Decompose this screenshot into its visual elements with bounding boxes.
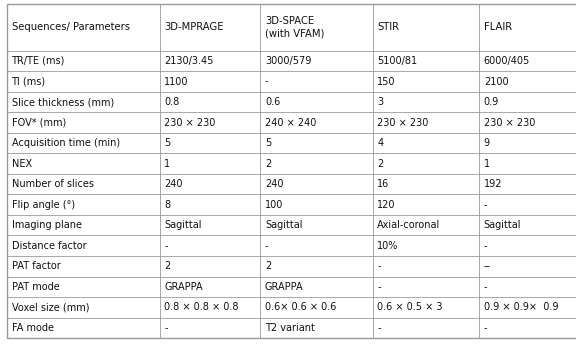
Text: GRAPPA: GRAPPA (265, 282, 304, 292)
Text: TR/TE (ms): TR/TE (ms) (12, 56, 65, 66)
Text: -: - (265, 77, 268, 87)
Text: -: - (164, 241, 168, 251)
Text: 120: 120 (377, 200, 396, 210)
Text: FLAIR: FLAIR (484, 22, 512, 32)
Text: Sagittal: Sagittal (164, 220, 202, 230)
Text: 0.6 × 0.5 × 3: 0.6 × 0.5 × 3 (377, 302, 443, 312)
Text: -: - (265, 241, 268, 251)
Text: 16: 16 (377, 179, 389, 189)
Text: -: - (484, 200, 487, 210)
Text: Number of slices: Number of slices (12, 179, 93, 189)
Text: 9: 9 (484, 138, 490, 148)
Text: -: - (164, 323, 168, 333)
Text: 3D-SPACE
(with VFAM): 3D-SPACE (with VFAM) (265, 16, 324, 39)
Text: 0.8: 0.8 (164, 97, 179, 107)
Text: 230 × 230: 230 × 230 (164, 118, 215, 128)
Text: 230 × 230: 230 × 230 (377, 118, 429, 128)
Text: 2130/3.45: 2130/3.45 (164, 56, 214, 66)
Text: -: - (484, 323, 487, 333)
Text: 6000/405: 6000/405 (484, 56, 530, 66)
Text: 5: 5 (265, 138, 271, 148)
Text: STIR: STIR (377, 22, 399, 32)
Text: 1: 1 (164, 159, 170, 169)
Text: 240: 240 (164, 179, 183, 189)
Text: 192: 192 (484, 179, 502, 189)
Text: -: - (377, 282, 381, 292)
Text: 3D-MPRAGE: 3D-MPRAGE (164, 22, 223, 32)
Text: 1100: 1100 (164, 77, 189, 87)
Text: 240 × 240: 240 × 240 (265, 118, 316, 128)
Text: 3000/579: 3000/579 (265, 56, 312, 66)
Text: 5: 5 (164, 138, 170, 148)
Text: PAT mode: PAT mode (12, 282, 59, 292)
Text: --: -- (484, 261, 491, 271)
Text: FOV* (mm): FOV* (mm) (12, 118, 66, 128)
Text: 2: 2 (265, 261, 271, 271)
Text: 2: 2 (265, 159, 271, 169)
Text: Flip angle (°): Flip angle (°) (12, 200, 75, 210)
Text: Distance factor: Distance factor (12, 241, 86, 251)
Text: Sequences/ Parameters: Sequences/ Parameters (12, 22, 130, 32)
Text: PAT factor: PAT factor (12, 261, 60, 271)
Text: 5100/81: 5100/81 (377, 56, 418, 66)
Text: Axial-coronal: Axial-coronal (377, 220, 441, 230)
Text: -: - (377, 323, 381, 333)
Text: TI (ms): TI (ms) (12, 77, 46, 87)
Text: Voxel size (mm): Voxel size (mm) (12, 302, 89, 312)
Text: 150: 150 (377, 77, 396, 87)
Text: 10%: 10% (377, 241, 399, 251)
Text: FA mode: FA mode (12, 323, 54, 333)
Text: 230 × 230: 230 × 230 (484, 118, 535, 128)
Text: GRAPPA: GRAPPA (164, 282, 203, 292)
Text: -: - (377, 261, 381, 271)
Text: Imaging plane: Imaging plane (12, 220, 82, 230)
Text: 100: 100 (265, 200, 283, 210)
Text: 240: 240 (265, 179, 283, 189)
Text: -: - (484, 241, 487, 251)
Text: 1: 1 (484, 159, 490, 169)
Text: 4: 4 (377, 138, 384, 148)
Text: Sagittal: Sagittal (265, 220, 302, 230)
Text: 0.6: 0.6 (265, 97, 280, 107)
Text: NEX: NEX (12, 159, 32, 169)
Text: 0.9 × 0.9×  0.9: 0.9 × 0.9× 0.9 (484, 302, 558, 312)
Text: Acquisition time (min): Acquisition time (min) (12, 138, 120, 148)
Text: -: - (484, 282, 487, 292)
Text: Slice thickness (mm): Slice thickness (mm) (12, 97, 114, 107)
Text: 0.9: 0.9 (484, 97, 499, 107)
Text: 2: 2 (164, 261, 170, 271)
Text: 0.6× 0.6 × 0.6: 0.6× 0.6 × 0.6 (265, 302, 336, 312)
Text: Sagittal: Sagittal (484, 220, 521, 230)
Text: 8: 8 (164, 200, 170, 210)
Text: 3: 3 (377, 97, 384, 107)
Text: 2100: 2100 (484, 77, 509, 87)
Text: 2: 2 (377, 159, 384, 169)
Text: 0.8 × 0.8 × 0.8: 0.8 × 0.8 × 0.8 (164, 302, 238, 312)
Text: T2 variant: T2 variant (265, 323, 315, 333)
